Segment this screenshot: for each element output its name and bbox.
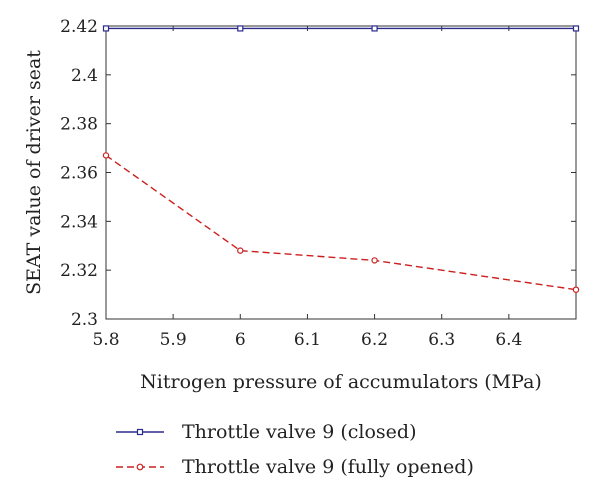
x-tick-label: 6.3 [428,330,455,350]
data-point-circle [237,247,244,254]
x-tick-label: 6.2 [361,330,388,350]
x-axis: 5.8 5.9 6 6.1 6.2 6.3 6.4 [92,26,522,350]
data-point-square [102,25,110,32]
x-tick-label: 5.8 [92,330,119,350]
plot-area-frame [105,25,577,320]
x-tick-label: 5.9 [160,330,187,350]
y-tick-label: 2.34 [60,212,98,232]
data-point-square [572,25,580,32]
y-tick-label: 2.38 [60,115,98,135]
y-tick-label: 2.36 [60,164,98,184]
legend-item-fully-opened: Throttle valve 9 (fully opened) [116,456,474,478]
y-axis-title: SEAT value of driver seat [23,50,45,295]
y-tick-label: 2.32 [60,261,98,281]
data-point-circle [371,257,378,264]
x-tick-label: 6.1 [294,330,321,350]
x-tick-label: 6 [235,330,246,350]
x-tick-label: 6.4 [495,330,522,350]
legend-label-fully-opened: Throttle valve 9 (fully opened) [182,456,474,478]
y-tick-label: 2.4 [71,66,98,86]
y-tick-label: 2.3 [71,310,98,330]
y-axis: 2.3 2.32 2.34 2.36 2.38 2.4 2.42 [60,17,576,330]
data-point-square [237,25,244,32]
legend-circle-marker-icon [136,463,144,471]
data-point-square [371,25,378,32]
series-line-1 [105,154,577,291]
legend: Throttle valve 9 (closed) Throttle valve… [116,421,474,478]
data-point-circle [102,152,110,159]
series-layer [102,25,580,293]
x-axis-title: Nitrogen pressure of accumulators (MPa) [140,371,542,393]
legend-label-closed: Throttle valve 9 (closed) [182,421,417,443]
data-point-circle [572,286,580,293]
legend-item-closed: Throttle valve 9 (closed) [116,421,417,443]
legend-square-marker-icon [136,428,144,436]
y-tick-label: 2.42 [60,17,98,37]
